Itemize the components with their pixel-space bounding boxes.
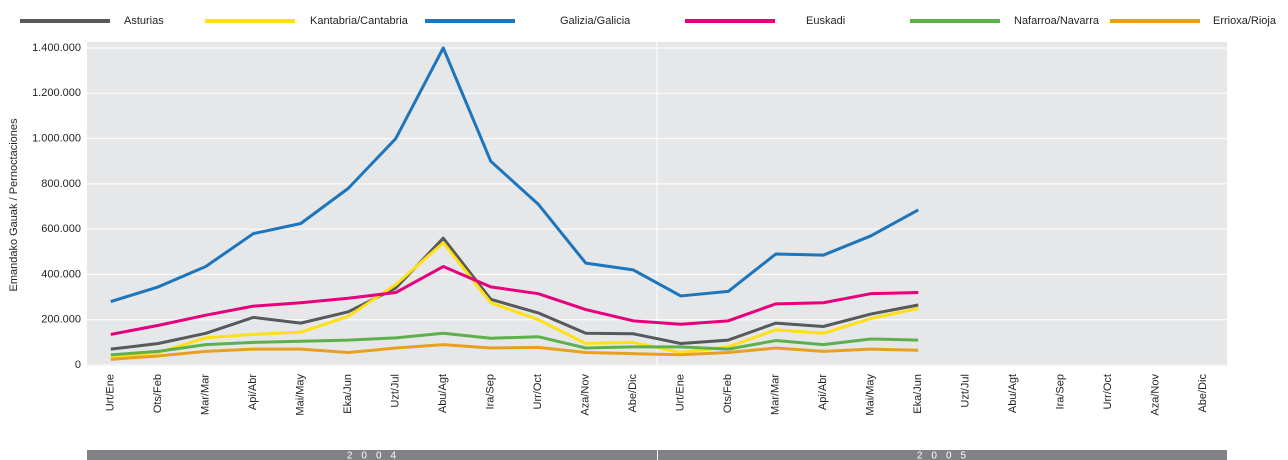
x-tick-label: Urt/Ene [675,374,687,411]
y-tick-label: 400.000 [41,268,81,280]
x-tick-label: Mai/May [295,374,307,416]
y-tick-label: 0 [75,359,81,371]
year-label: 2005 [917,451,975,460]
legend-label: Kantabria/Cantabria [310,15,409,27]
x-tick-label: Aza/Nov [580,374,592,416]
x-tick-label: Uzt/Jul [390,374,402,408]
x-tick-label: Mar/Mar [200,374,212,415]
x-tick-label: Abe/Dic [627,374,639,413]
year-bar [658,450,1227,460]
y-tick-label: 1.200.000 [32,87,81,99]
legend-label: Errioxa/Rioja [1213,15,1277,27]
series-line [110,241,919,359]
x-tick-label: Eka/Jun [912,374,924,414]
x-tick-label: Abu/Agt [437,374,449,413]
x-tick-label: Api/Abr [247,374,259,410]
legend-label: Euskadi [806,15,845,27]
x-tick-label: Ira/Sep [1055,374,1067,409]
y-tick-label: 800.000 [41,178,81,190]
x-tick-label: Urt/Ene [105,374,117,411]
series-line [110,343,919,361]
year-label: 2004 [347,451,405,460]
legend-label: Nafarroa/Navarra [1014,15,1100,27]
x-tick-label: Ots/Feb [152,374,164,413]
y-tick-label: 1.400.000 [32,42,81,54]
y-tick-label: 1.000.000 [32,132,81,144]
x-tick-label: Abu/Agt [1007,374,1019,413]
x-tick-label: Eka/Jun [342,374,354,414]
x-tick-label: Mai/May [865,374,877,416]
x-tick-label: Aza/Nov [1150,374,1162,416]
x-tick-label: Mar/Mar [770,374,782,415]
y-tick-label: 600.000 [41,223,81,235]
x-tick-label: Uzt/Jul [960,374,972,408]
x-tick-label: Ira/Sep [485,374,497,409]
x-tick-label: Urr/Oct [1102,374,1114,409]
x-tick-label: Api/Abr [817,374,829,410]
y-tick-label: 200.000 [41,314,81,326]
year-bar [87,450,657,460]
series-line [110,46,919,304]
x-tick-label: Urr/Oct [532,374,544,409]
y-axis-label: Emandako Gauak / Pernoctaciones [8,118,20,292]
x-tick-label: Abe/Dic [1197,374,1209,413]
legend-label: Galizia/Galicia [560,15,631,27]
series-line [110,265,919,336]
series-line [110,236,919,351]
series-line [110,331,919,357]
legend-label: Asturias [124,15,164,27]
x-tick-label: Ots/Feb [722,374,734,413]
